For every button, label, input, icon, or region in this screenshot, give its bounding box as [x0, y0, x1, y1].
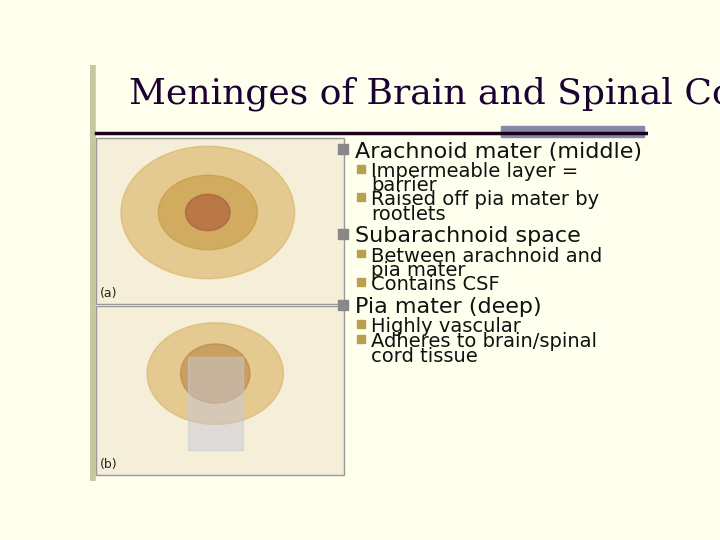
- Text: Between arachnoid and: Between arachnoid and: [372, 247, 603, 266]
- Bar: [357, 193, 365, 201]
- Text: Pia mater (deep): Pia mater (deep): [355, 298, 541, 318]
- Ellipse shape: [186, 194, 230, 231]
- Text: rootlets: rootlets: [372, 205, 446, 224]
- Bar: [338, 144, 348, 154]
- Bar: [357, 335, 365, 343]
- Text: Highly vascular: Highly vascular: [372, 318, 521, 336]
- Ellipse shape: [158, 175, 258, 249]
- Text: Subarachnoid space: Subarachnoid space: [355, 226, 581, 246]
- Ellipse shape: [181, 344, 250, 403]
- Text: pia mater: pia mater: [372, 261, 466, 280]
- Bar: [357, 278, 365, 286]
- Bar: [357, 165, 365, 173]
- Text: Meninges of Brain and Spinal Cord: Meninges of Brain and Spinal Cord: [129, 76, 720, 111]
- Bar: [188, 356, 243, 450]
- Text: (b): (b): [100, 458, 117, 471]
- Text: cord tissue: cord tissue: [372, 347, 478, 366]
- Ellipse shape: [147, 323, 284, 424]
- Text: (a): (a): [100, 287, 117, 300]
- Bar: [90, 65, 96, 481]
- Text: Arachnoid mater (middle): Arachnoid mater (middle): [355, 142, 642, 162]
- Bar: [500, 126, 644, 137]
- Text: barrier: barrier: [372, 177, 437, 195]
- Bar: [357, 320, 365, 328]
- Text: Contains CSF: Contains CSF: [372, 275, 500, 294]
- Text: Raised off pia mater by: Raised off pia mater by: [372, 190, 600, 210]
- Text: Impermeable layer =: Impermeable layer =: [372, 162, 579, 181]
- Bar: [338, 300, 348, 309]
- Bar: [96, 306, 344, 475]
- Ellipse shape: [121, 146, 294, 279]
- Bar: [357, 249, 365, 257]
- Bar: [338, 229, 348, 239]
- Text: Adheres to brain/spinal: Adheres to brain/spinal: [372, 332, 598, 351]
- Bar: [96, 138, 344, 303]
